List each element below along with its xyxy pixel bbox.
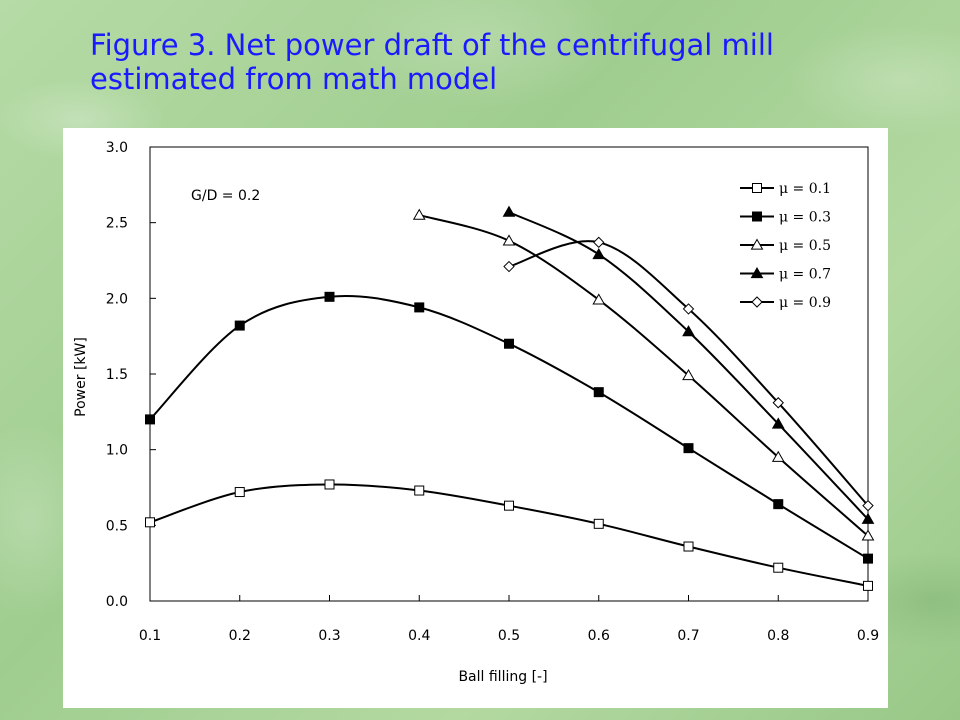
data-point [145, 517, 155, 528]
data-point [863, 580, 873, 591]
y-tick-label: 0.0 [106, 594, 128, 610]
power-chart: 0.0 0.5 1.0 1.5 2.0 2.5 3.0 0.1 0.2 0.3 0.4 0.5 0.6 0… [73, 140, 879, 685]
slide-title-line-1: Figure 3. Net power draft of the centrif… [90, 28, 774, 62]
series-line [508, 211, 869, 520]
y-tick-label: 2.5 [106, 216, 128, 232]
y-axis-label: Power [kW] [73, 337, 89, 417]
x-tick-label: 0.9 [857, 628, 879, 644]
data-point [863, 553, 873, 564]
series-3 [412, 208, 875, 541]
legend-item: μ = 0.3 [740, 210, 831, 226]
legend-marker [750, 266, 764, 279]
data-point [324, 291, 335, 302]
data-point [504, 500, 514, 511]
legend-marker [752, 183, 762, 193]
x-tick-label: 0.7 [677, 628, 699, 644]
data-point [683, 541, 694, 552]
legend-item: μ = 0.7 [740, 267, 831, 283]
legend-label: μ = 0.5 [779, 238, 831, 254]
data-point [414, 302, 425, 313]
data-point [414, 485, 425, 496]
data-point [234, 487, 245, 498]
data-point [773, 562, 784, 573]
legend-marker [752, 211, 762, 222]
legend-label: μ = 0.3 [779, 210, 831, 226]
x-tick-label: 0.3 [318, 628, 340, 644]
data-point [771, 450, 785, 462]
data-point [682, 303, 695, 315]
x-tick-label: 0.8 [767, 628, 789, 644]
legend-label: μ = 0.1 [779, 181, 831, 197]
data-point [234, 320, 245, 331]
data-point [145, 414, 155, 425]
legend-marker [751, 296, 763, 308]
data-point [502, 234, 516, 246]
legend-item: μ = 0.1 [740, 181, 831, 197]
data-point [324, 479, 335, 490]
data-point [861, 512, 875, 524]
x-axis-label: Ball filling [-] [458, 669, 547, 685]
data-point [773, 499, 784, 510]
series-5 [503, 236, 874, 512]
data-point [593, 518, 604, 529]
chart-annotation: G/D = 0.2 [191, 188, 260, 204]
data-point [412, 208, 426, 220]
data-point [504, 338, 514, 349]
legend: μ = 0.1 μ = 0.3 μ = 0.5 μ = 0.7 μ = 0.9 [740, 181, 831, 311]
series-line [508, 240, 869, 507]
legend-item: μ = 0.9 [740, 295, 831, 311]
series-line [149, 483, 869, 587]
data-point [771, 417, 785, 429]
slide-title-line-2: estimated from math model [90, 62, 498, 96]
x-tick-label: 0.4 [408, 628, 430, 644]
data-point [593, 236, 605, 249]
y-tick-label: 1.5 [106, 367, 128, 383]
data-point [862, 499, 874, 512]
data-point [593, 387, 604, 398]
x-tick-label: 0.2 [229, 628, 251, 644]
chart-panel: 0.0 0.5 1.0 1.5 2.0 2.5 3.0 0.1 0.2 0.3 0.4 0.5 0.6 0… [63, 128, 888, 708]
legend-label: μ = 0.9 [779, 295, 831, 311]
y-tick-label: 2.0 [106, 291, 128, 307]
series-1 [145, 479, 873, 591]
series-2 [145, 291, 873, 564]
data-point [592, 293, 606, 305]
data-point [682, 325, 695, 337]
legend-marker [750, 238, 764, 250]
y-tick-label: 1.0 [106, 443, 128, 459]
y-tick-label: 0.5 [106, 518, 128, 534]
legend-label: μ = 0.7 [779, 267, 831, 283]
data-point [592, 247, 606, 260]
slide-title: Figure 3. Net power draft of the centrif… [90, 28, 910, 96]
x-tick-label: 0.1 [139, 628, 161, 644]
legend-item: μ = 0.5 [740, 238, 831, 254]
data-point [772, 397, 784, 409]
x-tick-label: 0.5 [498, 628, 520, 644]
series-line [419, 214, 869, 537]
data-point [503, 260, 515, 273]
x-tick-label: 0.6 [588, 628, 610, 644]
y-tick-label: 3.0 [106, 140, 128, 156]
series-line [149, 295, 869, 560]
data-point [502, 205, 516, 217]
data-point [682, 369, 695, 381]
data-point [861, 529, 875, 541]
data-point [683, 443, 694, 454]
series-4 [502, 205, 875, 524]
